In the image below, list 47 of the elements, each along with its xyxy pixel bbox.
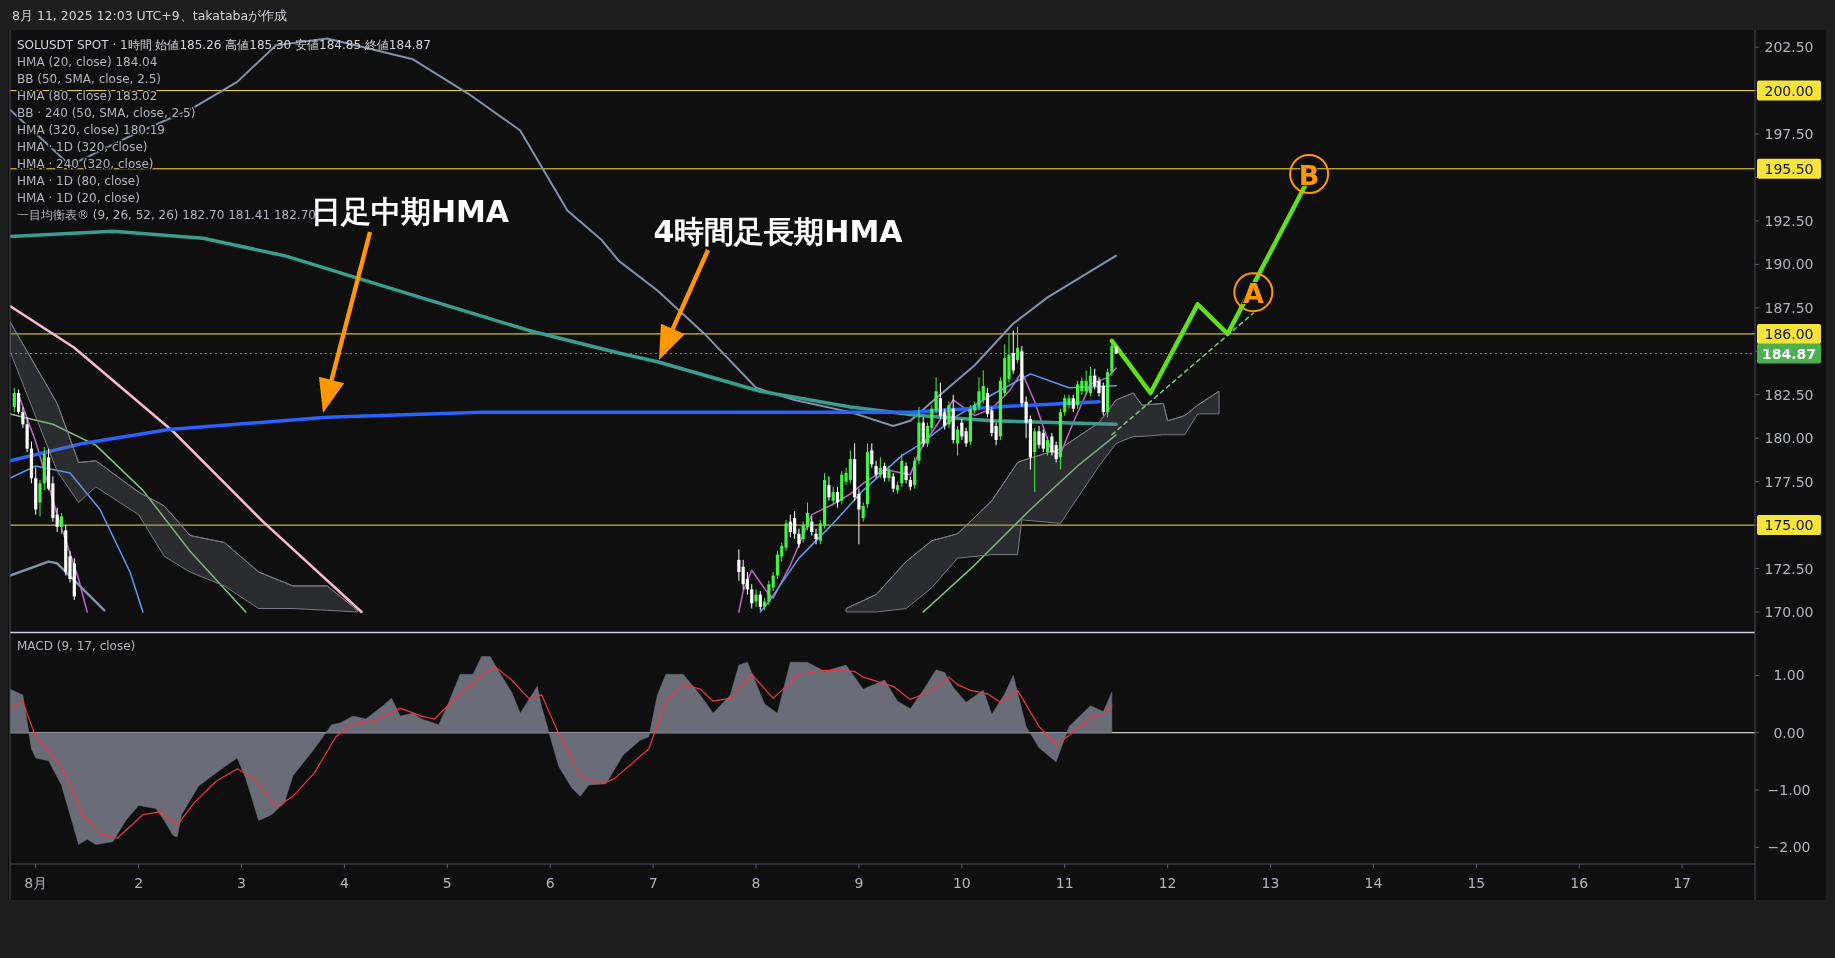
annotation: HMA · 1D (20, close): [17, 191, 140, 205]
y-tick-label: 170.00: [1764, 604, 1814, 621]
annotation: B: [1298, 159, 1320, 191]
ref-line-label: 200.00: [1764, 82, 1814, 99]
y-tick-label: 197.50: [1764, 126, 1814, 143]
x-tick-label: 16: [1570, 875, 1589, 891]
annotation: 4時間足長期HMA: [653, 213, 904, 249]
text: MACD (9, 17, close): [17, 639, 136, 653]
x-tick-label: 9: [854, 875, 864, 891]
ref-line-label: 195.50: [1764, 160, 1814, 177]
y-tick-label: 0.00: [1773, 724, 1805, 741]
annotation: HMA · 1D (320, close): [17, 140, 148, 154]
y-tick-label: 182.50: [1764, 386, 1814, 403]
annotation: HMA (20, close) 184.04: [17, 55, 158, 69]
x-tick-label: 14: [1364, 875, 1383, 891]
x-tick-label: 6: [545, 875, 555, 891]
x-tick-label: 3: [237, 875, 246, 891]
x-tick-label: 7: [648, 875, 658, 891]
y-tick-label: 192.50: [1764, 212, 1814, 229]
x-tick-label: 8: [751, 875, 761, 891]
x-tick-label: 8月: [24, 875, 48, 891]
ref-line-label: 186.00: [1764, 325, 1814, 342]
x-tick-label: 17: [1673, 875, 1692, 891]
chart-title: 8月 11, 2025 12:03 UTC+9、takatabaが作成: [12, 7, 288, 23]
y-tick-label: 190.00: [1764, 256, 1814, 273]
y-tick-label: 187.50: [1764, 299, 1814, 316]
ref-line-label: 184.87: [1761, 345, 1817, 362]
x-tick-label: 4: [339, 875, 349, 891]
x-tick-label: 11: [1055, 875, 1074, 891]
y-tick-label: 177.50: [1764, 473, 1814, 490]
x-tick-label: 12: [1158, 875, 1177, 891]
y-tick-label: 172.50: [1764, 560, 1814, 577]
x-tick-label: 13: [1261, 875, 1280, 891]
annotation: 一目均衡表® (9, 26, 52, 26) 182.70 181.41 182.70: [17, 208, 316, 222]
y-tick-label: −1.00: [1767, 782, 1811, 799]
annotation: BB (50, SMA, close, 2.5): [17, 72, 161, 86]
x-tick-label: 5: [442, 875, 452, 891]
y-tick-label: 202.50: [1764, 39, 1814, 56]
annotation: HMA · 1D (80, close): [17, 174, 140, 188]
x-tick-label: 15: [1467, 875, 1486, 891]
x-tick-label: 10: [952, 875, 971, 891]
y-tick-label: 1.00: [1773, 667, 1805, 684]
ref-line-label: 175.00: [1764, 517, 1814, 534]
annotation: HMA (80, close) 183.02: [17, 89, 158, 103]
x-tick-label: 2: [134, 875, 144, 891]
y-tick-label: 180.00: [1764, 430, 1814, 447]
y-tick-label: −2.00: [1767, 839, 1811, 856]
